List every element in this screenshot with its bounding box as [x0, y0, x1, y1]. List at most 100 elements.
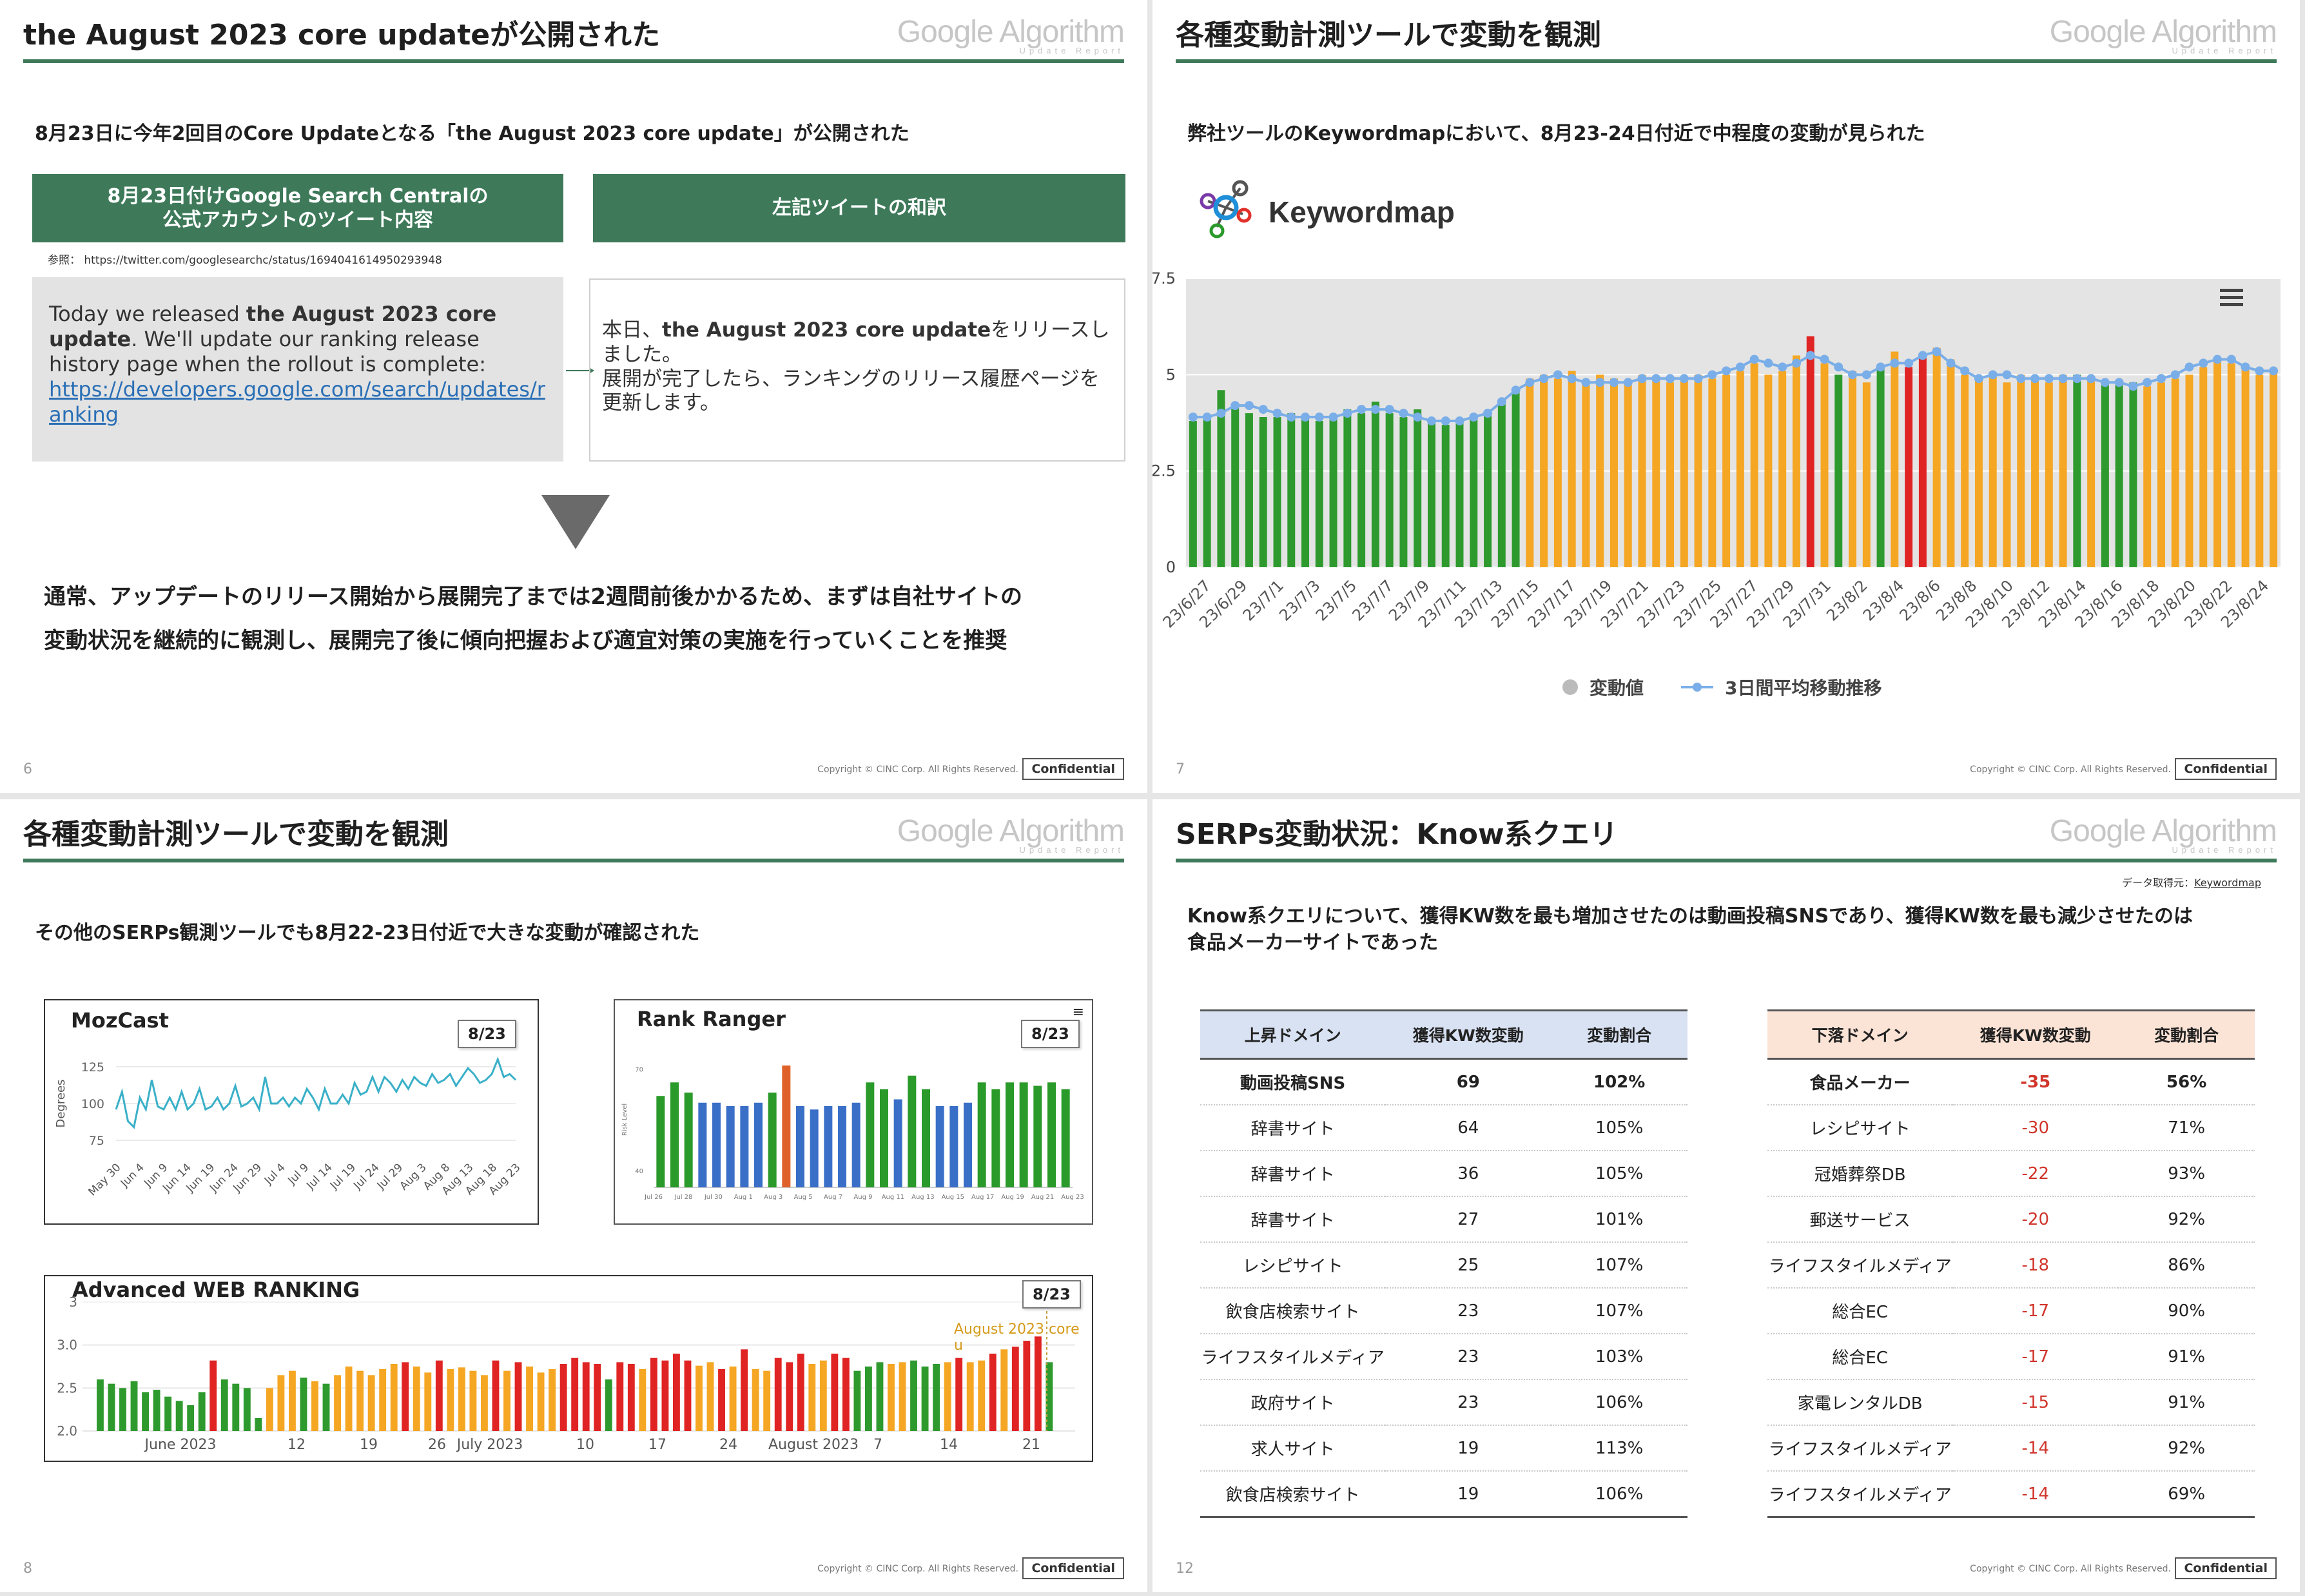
- table-row: 求人サイト 19 113%: [1200, 1425, 1687, 1472]
- source-link[interactable]: Keywordmap: [2194, 877, 2261, 889]
- chart-bar: [1624, 382, 1632, 567]
- chart-menu-icon[interactable]: [2215, 285, 2248, 313]
- chart-bar: [899, 1362, 906, 1431]
- awr-panel: 3 3.0 2.5 2.0 June 2023 12 19 26 July 2023 10 17 24…: [44, 1275, 1093, 1462]
- chart-bar: [209, 1360, 217, 1431]
- chart-bar: [842, 1358, 850, 1431]
- ratio-cell: 102%: [1551, 1058, 1687, 1105]
- chart-bar: [853, 1370, 861, 1431]
- chart-bar: [796, 1106, 804, 1187]
- copyright: Copyright © CINC Corp. All Rights Reserv…: [1970, 764, 2171, 775]
- chart-bar: [277, 1375, 285, 1431]
- chart-bar: [1414, 409, 1422, 567]
- legend-line-icon: [1681, 683, 1714, 692]
- chart-bar: [526, 1367, 533, 1431]
- mozcast-title: MozCast: [71, 1008, 169, 1033]
- avg-point: [1651, 374, 1661, 384]
- chart-bar: [1568, 371, 1576, 567]
- chart-bar: [1932, 347, 1941, 567]
- kw-change-cell: 69: [1385, 1058, 1551, 1105]
- y-tick-label: 2.5: [57, 1380, 77, 1396]
- avg-point: [1918, 351, 1927, 360]
- awr-title: Advanced WEB RANKING: [72, 1278, 360, 1302]
- avg-point: [2255, 366, 2264, 376]
- lead-text: Know系クエリについて、獲得KW数を最も増加させたのは動画投稿SNSであり、獲…: [1187, 905, 2193, 954]
- avg-point: [1595, 378, 1605, 387]
- chart-bar: [1792, 355, 1800, 567]
- chart-bar: [1638, 375, 1646, 567]
- domain-cell: 家電レンタルDB: [1767, 1379, 1953, 1426]
- legend-item-line: 3日間平均移動推移: [1725, 677, 1882, 699]
- chart-bar: [908, 1075, 917, 1187]
- chart-bar: [322, 1383, 330, 1431]
- chart-bar: [2017, 375, 2025, 567]
- chart-bar: [1722, 375, 1731, 567]
- reference-url: 参照： https://twitter.com/googlesearchc/st…: [48, 254, 442, 267]
- mozcast-line: [115, 1056, 517, 1129]
- chart-bar: [865, 1367, 872, 1431]
- domain-cell: 政府サイト: [1200, 1379, 1386, 1426]
- chart-bar: [673, 1354, 680, 1431]
- chart-bar: [300, 1377, 307, 1431]
- chart-bar: [1891, 351, 1899, 567]
- x-tick-label: Jul 26: [644, 1194, 663, 1201]
- chart-bar: [97, 1379, 104, 1431]
- y-tick-label: 75: [89, 1134, 104, 1148]
- avg-point: [1693, 374, 1703, 384]
- chart-bar: [571, 1358, 579, 1431]
- chart-bar: [2129, 382, 2137, 567]
- kw-change-cell: -14: [1952, 1471, 2119, 1518]
- chart-bar: [1047, 1082, 1056, 1187]
- chart-bar: [2073, 375, 2081, 567]
- x-tick-label: 23/8/2: [1823, 576, 1871, 624]
- x-tick-label: 12: [287, 1437, 306, 1453]
- ratio-cell: 91%: [2118, 1379, 2255, 1426]
- avg-point: [1202, 413, 1212, 422]
- chart-bar: [390, 1364, 398, 1431]
- chart-bar: [1203, 417, 1211, 567]
- x-tick-label: Aug 17: [971, 1194, 994, 1201]
- chart-bar: [1217, 390, 1225, 567]
- x-tick-label: Jun 4: [118, 1161, 147, 1190]
- table-row: 飲食店検索サイト 23 107%: [1200, 1288, 1687, 1334]
- ratio-cell: 107%: [1551, 1288, 1687, 1334]
- table-row: 動画投稿SNS 69 102%: [1200, 1058, 1687, 1105]
- awr-chart: 3 3.0 2.5 2.0 June 2023 12 19 26 July 2023 10 17 24…: [57, 1294, 1075, 1453]
- chart-bar: [670, 1082, 679, 1187]
- avg-point: [1343, 409, 1352, 418]
- slide-8: 各種変動計測ツールで変動を観測 Google Algorithm Update R…: [0, 799, 1147, 1592]
- chart-bar: [1553, 378, 1562, 567]
- tweet-link[interactable]: https://developers.google.com/search/upd…: [49, 377, 545, 427]
- avg-point: [2269, 366, 2279, 376]
- x-tick-label: Jul 24: [351, 1161, 382, 1192]
- x-tick-label: 7: [873, 1437, 882, 1453]
- domain-cell: 辞書サイト: [1200, 1151, 1386, 1197]
- chart-bar: [367, 1375, 375, 1431]
- chart-bar: [447, 1369, 454, 1431]
- chart-bar: [866, 1082, 875, 1187]
- table-row: 辞書サイト 27 101%: [1200, 1196, 1687, 1243]
- ratio-cell: 103%: [1551, 1334, 1687, 1380]
- avg-point: [1525, 378, 1535, 387]
- avg-point: [1848, 370, 1858, 380]
- avg-point: [1567, 374, 1577, 384]
- rankranger-menu-icon[interactable]: ≡: [1072, 1004, 1084, 1020]
- x-tick-label: Aug 3: [764, 1194, 783, 1201]
- avg-point: [1946, 358, 1956, 368]
- avg-point: [1385, 405, 1394, 414]
- domain-cell: 動画投稿SNS: [1200, 1058, 1386, 1105]
- chart-bar: [1834, 375, 1843, 567]
- domain-cell: 飲食店検索サイト: [1200, 1288, 1386, 1334]
- connector-arrow-icon: [566, 367, 594, 374]
- chart-bar: [1652, 378, 1660, 567]
- avg-point: [1497, 397, 1506, 407]
- table-row: ライフスタイルメディア -18 86%: [1767, 1242, 2255, 1289]
- chart-bar: [1582, 382, 1590, 567]
- chart-bar: [1849, 371, 1857, 567]
- chart-bar: [255, 1418, 262, 1431]
- lead-text: その他のSERPs観測ツールでも8月22-23日付近で大きな変動が確認された: [35, 922, 700, 944]
- chart-bar: [1806, 336, 1814, 567]
- avg-point: [1399, 409, 1408, 418]
- y-tick-label: 2.0: [57, 1423, 77, 1439]
- chart-bar: [1694, 375, 1702, 567]
